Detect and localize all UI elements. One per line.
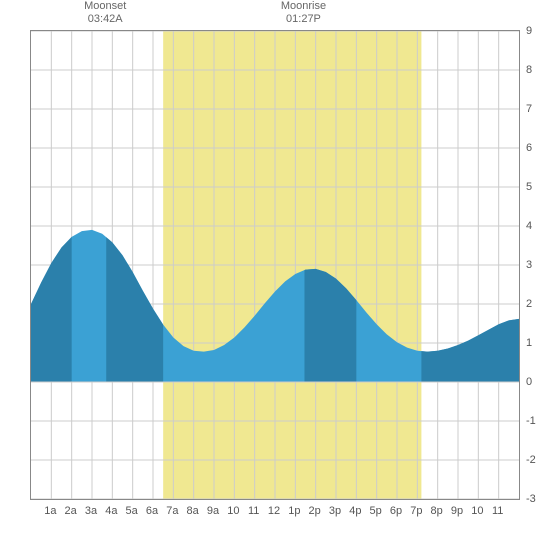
- moonset-time: 03:42A: [84, 13, 126, 26]
- x-tick: 10: [471, 505, 483, 517]
- y-tick: -2: [526, 454, 536, 466]
- x-axis: 1a 2a 3a 4a 5a 6a 7a 8a 9a 10 11 12 1p 2p 3p 4p 5p 6p 7p 8p…: [30, 500, 520, 550]
- y-tick: 7: [526, 103, 532, 115]
- y-tick: 1: [526, 337, 532, 349]
- x-tick: 5p: [370, 505, 382, 517]
- x-tick: 4a: [105, 505, 117, 517]
- y-tick: 9: [526, 25, 532, 37]
- y-tick: -3: [526, 493, 536, 505]
- x-tick: 5a: [126, 505, 138, 517]
- x-tick: 1a: [44, 505, 56, 517]
- x-tick: 8a: [187, 505, 199, 517]
- y-tick: 8: [526, 64, 532, 76]
- y-tick: 5: [526, 181, 532, 193]
- x-tick: 9p: [451, 505, 463, 517]
- y-tick: 0: [526, 376, 532, 388]
- x-tick: 6a: [146, 505, 158, 517]
- moonrise-title: Moonrise: [281, 0, 326, 13]
- x-tick: 3p: [329, 505, 341, 517]
- x-tick: 4p: [349, 505, 361, 517]
- y-tick: 6: [526, 142, 532, 154]
- x-tick: 6p: [390, 505, 402, 517]
- y-axis: -3-2-10123456789: [520, 30, 550, 500]
- moon-header: Moonset 03:42A Moonrise 01:27P: [0, 0, 550, 30]
- y-tick: 3: [526, 259, 532, 271]
- y-tick: 4: [526, 220, 532, 232]
- x-tick: 8p: [431, 505, 443, 517]
- moonset-title: Moonset: [84, 0, 126, 13]
- x-tick: 7p: [410, 505, 422, 517]
- moonrise-time: 01:27P: [281, 13, 326, 26]
- x-tick: 2p: [309, 505, 321, 517]
- x-tick: 10: [227, 505, 239, 517]
- moonrise-label: Moonrise 01:27P: [281, 0, 326, 26]
- moonset-label: Moonset 03:42A: [84, 0, 126, 26]
- x-tick: 1p: [288, 505, 300, 517]
- y-tick: 2: [526, 298, 532, 310]
- x-tick: 9a: [207, 505, 219, 517]
- x-tick: 11: [492, 505, 503, 517]
- x-tick: 11: [248, 505, 259, 517]
- tide-chart: [30, 30, 520, 500]
- x-tick: 12: [268, 505, 280, 517]
- x-tick: 3a: [85, 505, 97, 517]
- y-tick: -1: [526, 415, 536, 427]
- x-tick: 7a: [166, 505, 178, 517]
- x-tick: 2a: [65, 505, 77, 517]
